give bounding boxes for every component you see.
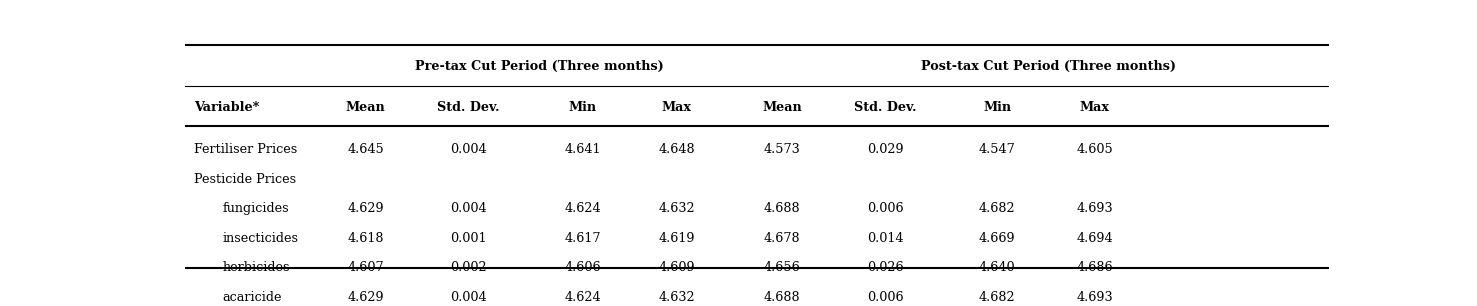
Text: 4.618: 4.618 xyxy=(347,232,384,245)
Text: 0.029: 0.029 xyxy=(867,143,904,156)
Text: 4.648: 4.648 xyxy=(659,143,696,156)
Text: 4.656: 4.656 xyxy=(764,261,801,274)
Text: 4.617: 4.617 xyxy=(564,232,601,245)
Text: herbicides: herbicides xyxy=(223,261,289,274)
Text: 4.609: 4.609 xyxy=(659,261,696,274)
Text: 0.004: 0.004 xyxy=(450,143,487,156)
Text: Min: Min xyxy=(569,101,597,114)
Text: Variable*: Variable* xyxy=(193,101,258,114)
Text: Max: Max xyxy=(1080,101,1109,114)
Text: 4.688: 4.688 xyxy=(764,202,801,215)
Text: 4.669: 4.669 xyxy=(979,232,1016,245)
Text: 0.004: 0.004 xyxy=(450,291,487,304)
Text: 4.547: 4.547 xyxy=(979,143,1016,156)
Text: 4.641: 4.641 xyxy=(564,143,601,156)
Text: 4.686: 4.686 xyxy=(1077,261,1114,274)
Text: acaricide: acaricide xyxy=(223,291,282,304)
Text: 0.006: 0.006 xyxy=(867,291,904,304)
Text: 4.688: 4.688 xyxy=(764,291,801,304)
Text: Fertiliser Prices: Fertiliser Prices xyxy=(193,143,297,156)
Text: 4.645: 4.645 xyxy=(347,143,384,156)
Text: 0.002: 0.002 xyxy=(450,261,487,274)
Text: 0.001: 0.001 xyxy=(450,232,487,245)
Text: 4.606: 4.606 xyxy=(564,261,601,274)
Text: 4.682: 4.682 xyxy=(979,202,1016,215)
Text: 4.629: 4.629 xyxy=(347,291,384,304)
Text: 4.573: 4.573 xyxy=(764,143,801,156)
Text: Post-tax Cut Period (Three months): Post-tax Cut Period (Three months) xyxy=(922,60,1176,73)
Text: 0.014: 0.014 xyxy=(867,232,904,245)
Text: Max: Max xyxy=(662,101,691,114)
Text: 0.026: 0.026 xyxy=(867,261,904,274)
Text: Std. Dev.: Std. Dev. xyxy=(437,101,499,114)
Text: fungicides: fungicides xyxy=(223,202,289,215)
Text: 4.632: 4.632 xyxy=(659,291,696,304)
Text: 4.629: 4.629 xyxy=(347,202,384,215)
Text: 4.624: 4.624 xyxy=(564,202,601,215)
Text: 4.693: 4.693 xyxy=(1077,291,1114,304)
Text: 4.682: 4.682 xyxy=(979,291,1016,304)
Text: Std. Dev.: Std. Dev. xyxy=(854,101,916,114)
Text: Min: Min xyxy=(984,101,1012,114)
Text: 4.694: 4.694 xyxy=(1077,232,1114,245)
Text: 0.004: 0.004 xyxy=(450,202,487,215)
Text: 4.605: 4.605 xyxy=(1077,143,1114,156)
Text: 4.693: 4.693 xyxy=(1077,202,1114,215)
Text: 4.607: 4.607 xyxy=(347,261,384,274)
Text: 0.006: 0.006 xyxy=(867,202,904,215)
Text: 4.624: 4.624 xyxy=(564,291,601,304)
Text: Mean: Mean xyxy=(762,101,802,114)
Text: Mean: Mean xyxy=(346,101,385,114)
Text: 4.619: 4.619 xyxy=(659,232,696,245)
Text: 4.632: 4.632 xyxy=(659,202,696,215)
Text: 4.640: 4.640 xyxy=(979,261,1016,274)
Text: Pre-tax Cut Period (Three months): Pre-tax Cut Period (Three months) xyxy=(415,60,663,73)
Text: insecticides: insecticides xyxy=(223,232,298,245)
Text: Pesticide Prices: Pesticide Prices xyxy=(193,173,295,186)
Text: 4.678: 4.678 xyxy=(764,232,801,245)
